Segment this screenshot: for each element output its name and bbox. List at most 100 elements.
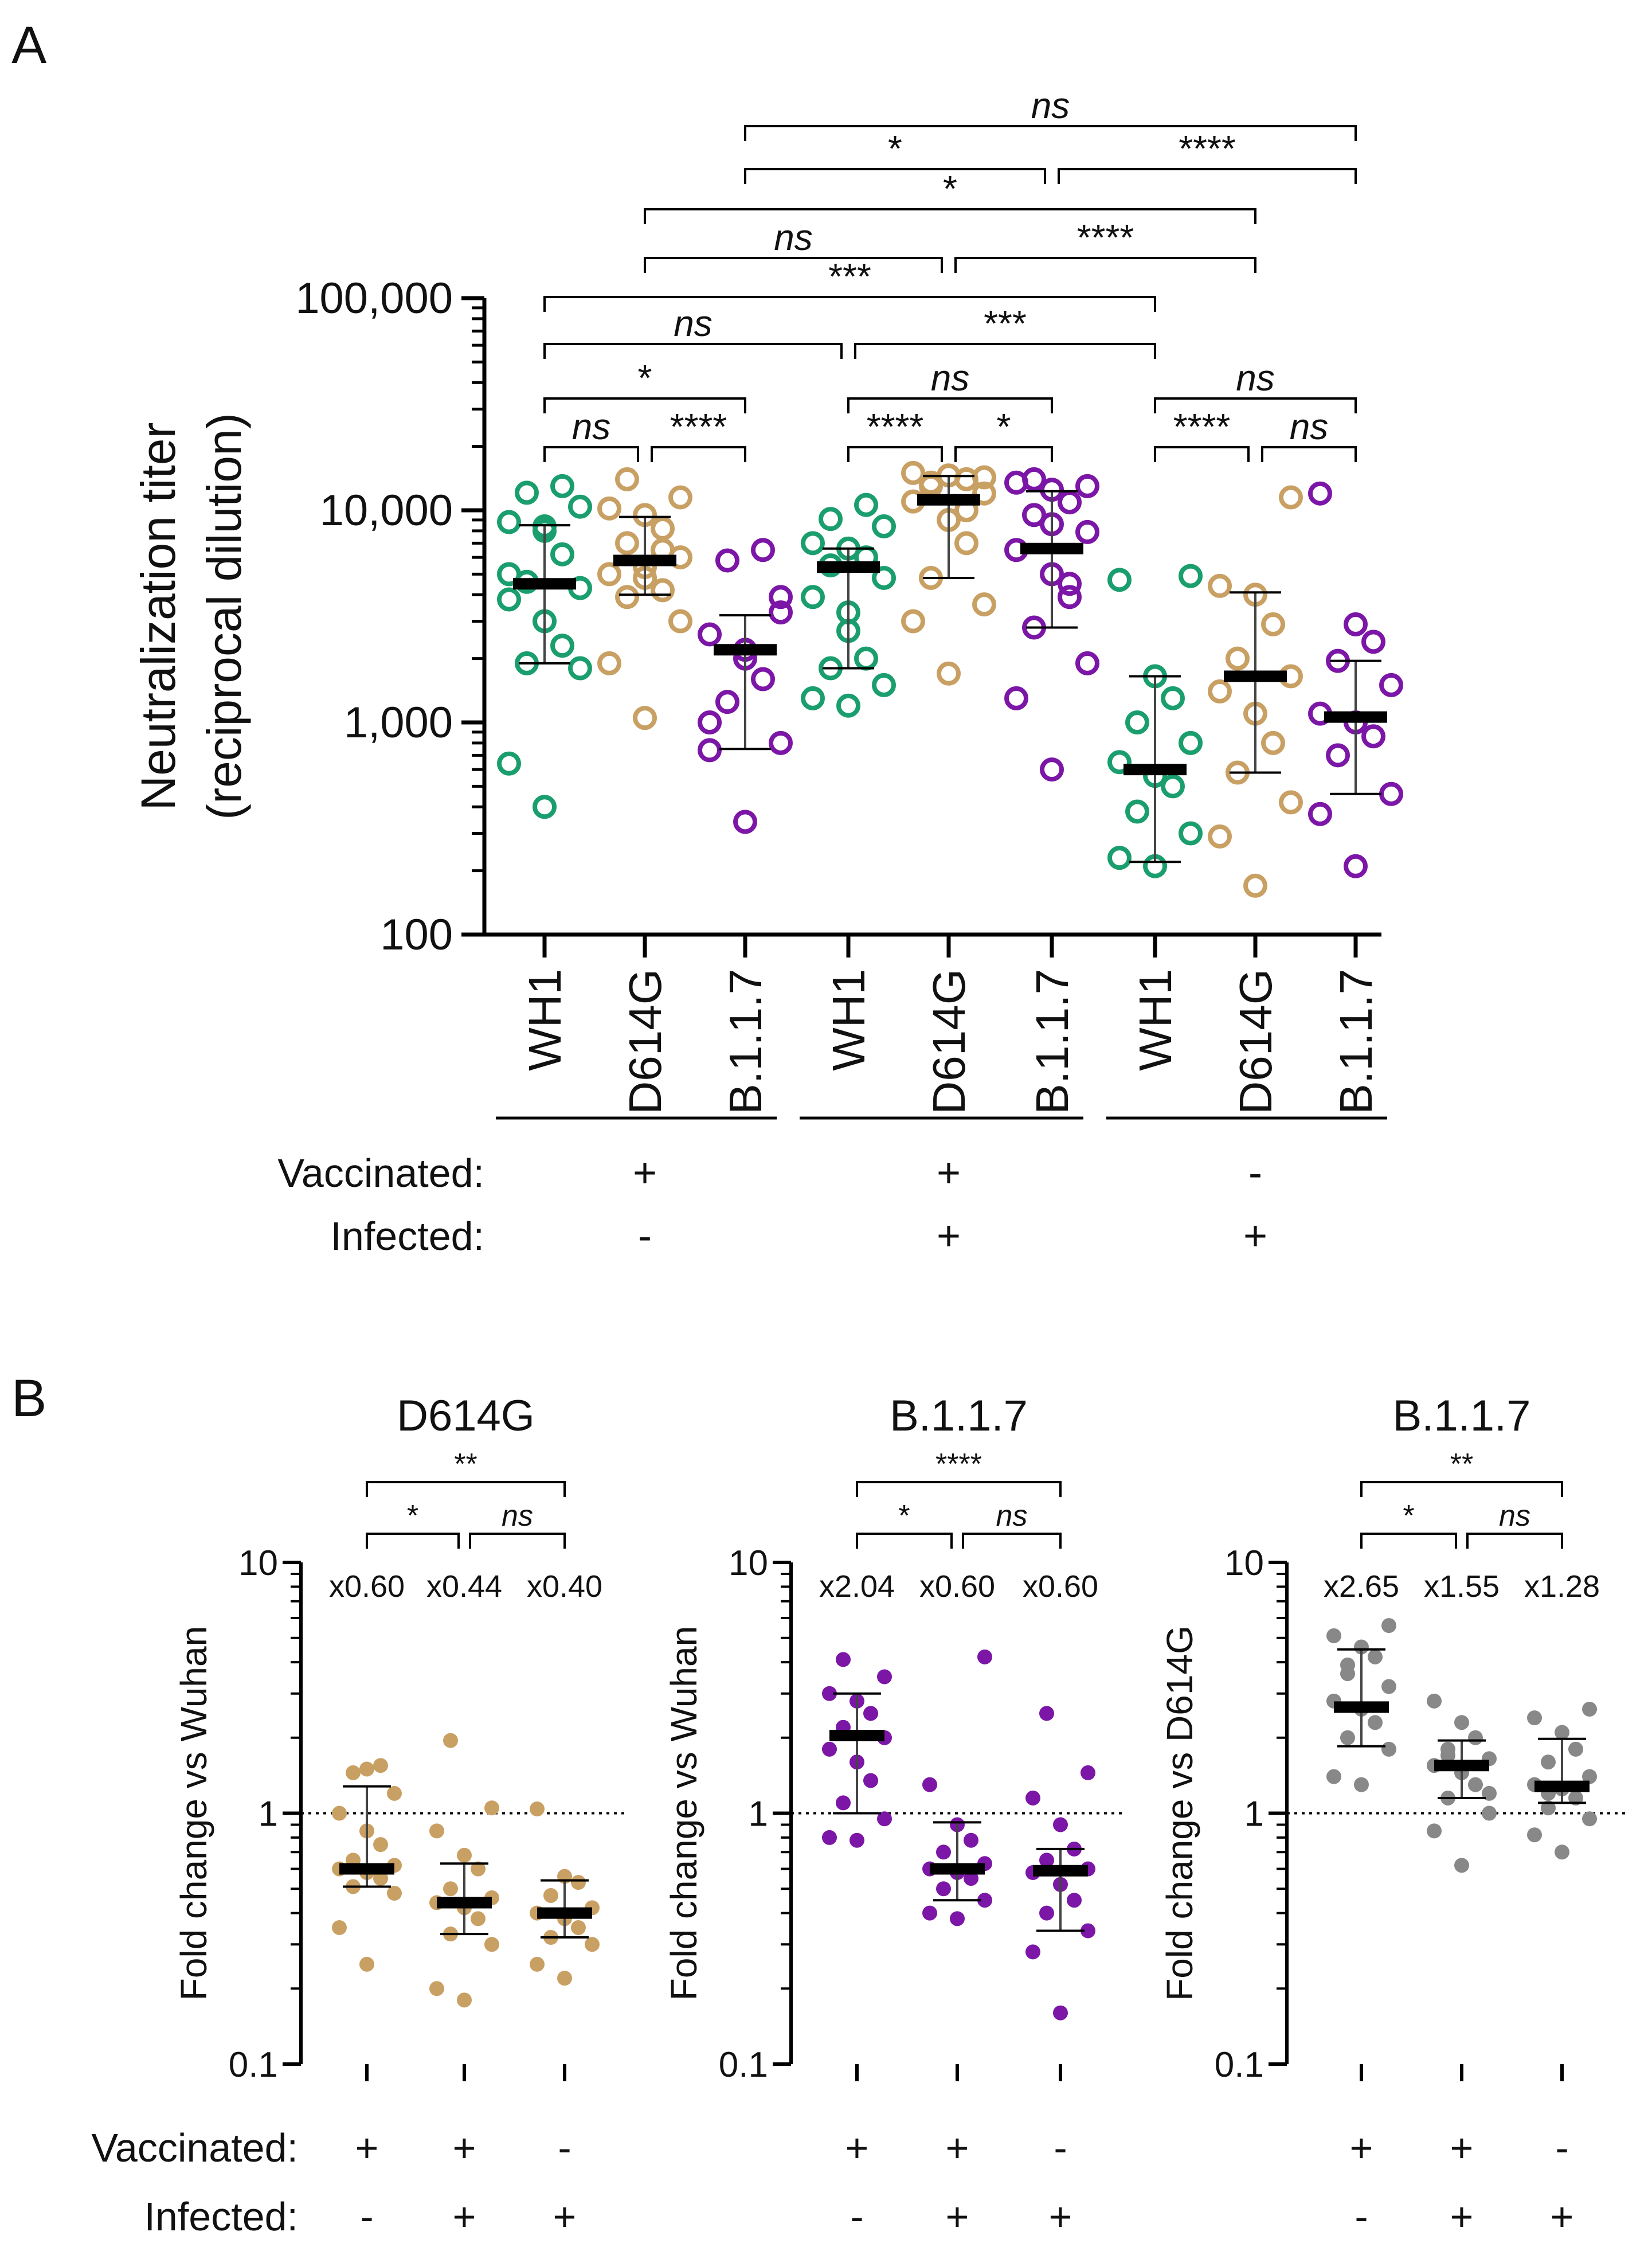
panel-b3-fold-label: x1.28 <box>1524 1569 1600 1604</box>
panel-b1-point <box>332 1806 347 1821</box>
panel-b1-point <box>373 1837 388 1853</box>
panel-b2-comparison-bracket <box>856 1481 1062 1497</box>
panel-a-xtick-label: D614G <box>620 969 671 1114</box>
panel-b2-point <box>1025 1944 1040 1960</box>
panel-b3-ytick-label: 1 <box>1244 1795 1264 1834</box>
panel-b-infected-label: Infected: <box>144 2194 298 2239</box>
panel-a-point <box>668 609 692 634</box>
panel-a-comparison-bracket <box>854 343 1156 359</box>
panel-a-point <box>1261 730 1285 755</box>
panel-a-comparison-label: *** <box>828 256 871 297</box>
panel-b3-ylabel: Fold change vs D614G <box>1159 1625 1200 2001</box>
panel-a-point <box>1125 710 1149 734</box>
panel-a-point <box>698 622 722 647</box>
panel-a-xtick-label: WH1 <box>519 969 570 1071</box>
panel-a-comparison-label: * <box>997 406 1011 447</box>
panel-a-comparison-bracket <box>543 296 1156 312</box>
panel-a-point <box>651 516 675 541</box>
panel-a-vaccinated-label: Vaccinated: <box>277 1151 484 1195</box>
panel-a-comparison-bracket <box>644 208 1256 224</box>
panel-b1-point <box>443 1733 458 1748</box>
panel-b1-point <box>387 1785 402 1801</box>
panel-b3-point <box>1568 1741 1583 1757</box>
panel-a-point <box>1107 846 1132 870</box>
panel-a-point <box>497 510 521 534</box>
panel-b2-point <box>1039 1905 1054 1921</box>
panel-b3-fold-label: x2.65 <box>1324 1569 1399 1604</box>
panel-a-xtick-label: D614G <box>1230 969 1281 1114</box>
panel-a-point <box>769 730 793 755</box>
panel-a-point <box>533 795 557 819</box>
panel-b1-comparison-bracket <box>366 1533 460 1549</box>
panel-b2-point <box>1081 1923 1095 1939</box>
panel-a-point <box>854 646 878 671</box>
panel-b1-vaccinated-sign: - <box>558 2125 571 2170</box>
panel-a-point <box>1058 572 1082 596</box>
panel-b2-fold-label: x0.60 <box>1023 1569 1098 1604</box>
panel-a-point <box>515 480 539 505</box>
panel-a-point <box>597 562 621 587</box>
panel-a-point <box>1226 646 1250 671</box>
panel-a-comparison-label: ns <box>1236 357 1275 398</box>
panel-b1-ytick-label: 0.1 <box>229 2045 278 2085</box>
panel-b1-vaccinated-sign: + <box>355 2125 379 2170</box>
panel-a-point <box>1261 612 1285 636</box>
panel-b-vaccinated-label: Vaccinated: <box>91 2125 298 2170</box>
panel-a-point <box>1075 519 1099 544</box>
panel-b1-fold-label: x0.44 <box>426 1569 502 1604</box>
panel-b3-point <box>1582 1701 1597 1717</box>
panel-b2-point <box>863 1773 878 1788</box>
panel-a-point <box>733 810 757 834</box>
panel-a-point <box>1208 573 1232 598</box>
panel-a-point <box>1326 743 1350 768</box>
panel-b2-fold-label: x2.04 <box>819 1569 895 1604</box>
panel-a-point <box>1075 651 1099 675</box>
panel-b1-infected-sign: + <box>553 2194 577 2239</box>
panel-b3-point <box>1340 1657 1355 1672</box>
panel-a-point <box>1179 730 1203 755</box>
panel-b1-point <box>457 1992 472 2008</box>
panel-a-point <box>1208 824 1232 849</box>
panel-b1-fold-label: x0.40 <box>527 1569 602 1604</box>
panel-a-xtick-label: B.1.1.7 <box>1330 969 1381 1115</box>
panel-b3-ytick-label: 10 <box>1224 1543 1264 1583</box>
panel-a-point <box>1022 467 1046 491</box>
panel-a-point <box>937 661 961 686</box>
panel-b2-comparison-bracket <box>962 1533 1062 1549</box>
panel-b3-comparison-label: ** <box>1450 1448 1473 1481</box>
panel-a-point <box>497 562 521 587</box>
panel-b3-comparison-label: * <box>1403 1499 1414 1533</box>
panel-a-point <box>1208 679 1232 704</box>
panel-b3-vaccinated-sign: + <box>1450 2125 1474 2170</box>
panel-a-point <box>550 474 574 498</box>
panel-b1-point <box>429 1823 444 1839</box>
panel-a-point <box>1308 802 1332 826</box>
panel-a-xtick-label: B.1.1.7 <box>720 969 771 1115</box>
panel-label-a: A <box>11 16 47 75</box>
panel-a-point <box>901 609 925 634</box>
panel-a-point <box>615 531 639 556</box>
panel-a-point <box>769 585 793 609</box>
panel-b2-vaccinated-sign: - <box>1054 2125 1067 2170</box>
panel-a-vaccinated-sign: + <box>633 1150 657 1196</box>
panel-b3-vaccinated-sign: + <box>1350 2125 1373 2170</box>
panel-b1-point <box>429 1981 444 1996</box>
panel-a-point <box>668 485 692 510</box>
panel-b2-point <box>1053 2005 1068 2021</box>
panel-a-point <box>901 460 925 485</box>
panel-a-point <box>919 470 943 495</box>
panel-a-point <box>550 634 574 658</box>
panel-b2-fold-label: x0.60 <box>919 1569 995 1604</box>
panel-b2-point <box>850 1832 864 1848</box>
panel-a-point <box>1040 757 1064 782</box>
panel-a-point <box>801 686 825 710</box>
panel-b1-point <box>571 1920 586 1935</box>
panel-a-comparison-label: **** <box>1173 406 1231 447</box>
panel-b1-point <box>585 1937 600 1952</box>
panel-a-point <box>497 751 521 776</box>
panel-a-comparison-bracket <box>847 446 943 462</box>
panel-a-point <box>597 496 621 521</box>
panel-a-point <box>651 578 675 603</box>
panel-a-point <box>872 514 896 539</box>
panel-b3-comparison-bracket <box>1360 1481 1563 1497</box>
